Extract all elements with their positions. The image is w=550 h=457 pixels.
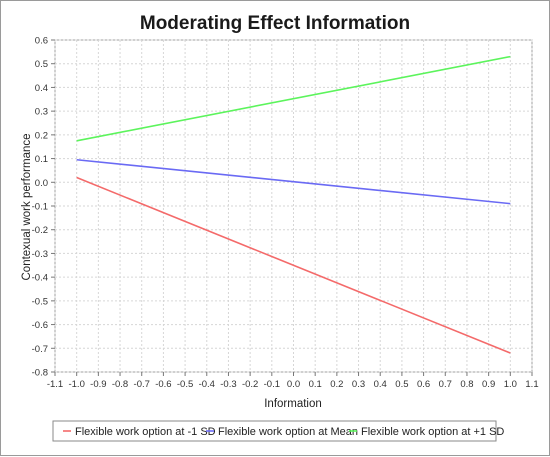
x-tick-label: -0.6 [155,379,171,390]
x-tick-label: 0.1 [309,379,322,390]
y-axis-ticks: 0.6 0.5 0.4 0.3 0.2 0.1 0.0 -0.1 -0.2 -0.3 -0.4 -0.… [32,36,55,379]
x-tick-label: 0.4 [374,379,387,390]
x-tick-label: -1.1 [47,379,63,390]
y-tick-label: 0.0 [35,178,48,189]
y-tick-label: -0.8 [32,368,48,379]
y-tick-label: 0.4 [35,83,48,94]
y-tick-label: -0.5 [32,296,48,307]
y-tick-label: -0.6 [32,320,48,331]
y-tick-label: -0.3 [32,249,48,260]
x-tick-label: -0.2 [242,379,258,390]
y-tick-label: 0.1 [35,154,48,165]
x-axis-ticks: -1.1 -1.0 -0.9 -0.8 -0.7 -0.6 -0.5 -0.4 -0.3 -0.2… [47,372,539,390]
x-tick-label: 1.1 [525,379,538,390]
series-line-0 [76,176,511,354]
x-tick-label: 0.3 [352,379,365,390]
x-tick-label: 0.9 [482,379,495,390]
y-tick-label: -0.4 [32,273,48,284]
x-tick-label: -0.1 [264,379,280,390]
y-tick-label: -0.7 [32,344,48,355]
x-tick-label: 0.2 [330,379,343,390]
legend-label: Flexible work option at -1 SD [75,426,216,438]
x-tick-label: -0.5 [177,379,193,390]
x-tick-label: 1.0 [504,379,517,390]
x-tick-label: -0.3 [220,379,236,390]
x-tick-label: 0.5 [395,379,408,390]
y-tick-label: -0.1 [32,202,48,213]
series-line-2 [76,55,511,142]
x-tick-label: -1.0 [68,379,84,390]
chart-title: Moderating Effect Information [140,13,410,34]
y-tick-label: 0.6 [35,36,48,47]
legend-label: Flexible work option at Mean [218,426,358,438]
x-tick-label: -0.9 [90,379,106,390]
y-tick-label: 0.2 [35,130,48,141]
legend-items: Flexible work option at -1 SD Flexible wo… [63,426,504,438]
y-tick-label: -0.2 [32,225,48,236]
x-tick-label: -0.8 [112,379,128,390]
grid-lines [54,39,533,373]
x-tick-label: 0.0 [287,379,300,390]
x-tick-label: -0.4 [199,379,215,390]
y-tick-label: 0.3 [35,107,48,118]
legend [52,420,497,442]
x-tick-label: 0.7 [439,379,452,390]
y-tick-label: 0.5 [35,59,48,70]
legend-label: Flexible work option at +1 SD [361,426,504,438]
x-tick-label: 0.6 [417,379,430,390]
y-axis-label: Contexual work performance [21,133,33,280]
series-line-1 [76,158,511,205]
x-axis-label: Information [264,398,322,410]
x-tick-label: 0.8 [460,379,473,390]
x-tick-label: -0.7 [134,379,150,390]
series-layer [76,55,511,354]
